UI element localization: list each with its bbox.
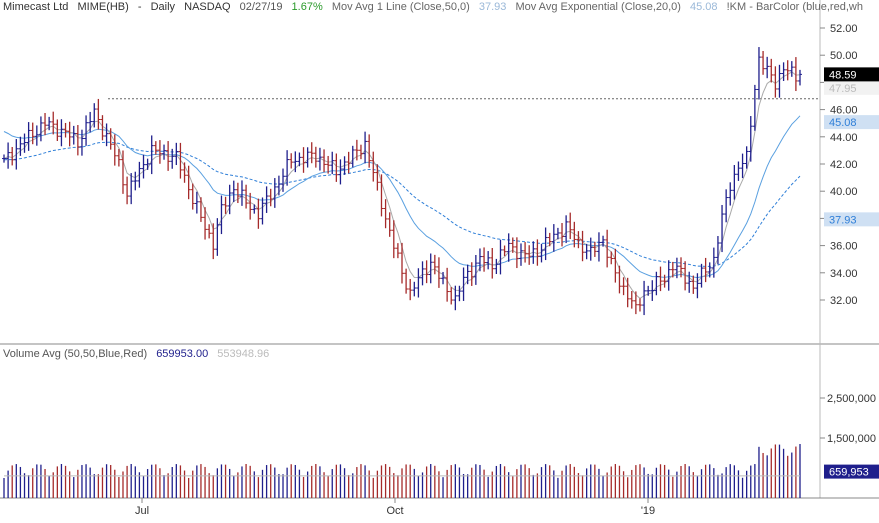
ma-value-tag: 37.93: [829, 214, 857, 226]
indicator-ma-value: 37.93: [478, 1, 507, 13]
indicator-barcolor-label[interactable]: !KM - BarColor (blue,red,wh: [726, 1, 863, 13]
last-price-tag-bg: [824, 67, 879, 82]
price-tick-label: 46.00: [830, 105, 858, 117]
hidden-price-tag: 47.95: [829, 83, 857, 95]
ma-value-tag-bg: [824, 212, 879, 227]
volume-value2: 553948.96: [217, 348, 270, 360]
volume-value1: 659953.00: [156, 348, 209, 360]
price-tick-label: 42.00: [830, 159, 858, 171]
interval-sep: -: [137, 1, 142, 13]
chart-header: Mimecast Ltd MIME(HB) - Daily NASDAQ 02/…: [3, 1, 869, 13]
x-tick-label: Jul: [135, 505, 149, 517]
price-tick-label: 50.00: [830, 50, 858, 62]
exchange: NASDAQ: [184, 1, 231, 13]
volume-tick-label: 1,500,000: [827, 433, 876, 445]
price-tick-label: 34.00: [830, 268, 858, 280]
ema-value-tag-bg: [824, 115, 879, 130]
symbol-name: Mimecast Ltd: [3, 1, 69, 13]
x-tick-label: '19: [641, 505, 655, 517]
change-pct: 1.67%: [291, 1, 323, 13]
volume-header: Volume Avg (50,50,Blue,Red) 659953.00 55…: [3, 348, 275, 360]
interval: Daily: [150, 1, 176, 13]
ticker: MIME(HB): [77, 1, 129, 13]
x-tick-label: Oct: [386, 505, 403, 517]
indicator-ma-label[interactable]: Mov Avg 1 Line (Close,50,0): [331, 1, 470, 13]
last-price-tag: 48.59: [829, 69, 857, 81]
price-tick-label: 44.00: [830, 132, 858, 144]
volume-label[interactable]: Volume Avg (50,50,Blue,Red): [3, 348, 148, 360]
ema20-line: [3, 115, 801, 279]
price-tick-label: 52.00: [830, 23, 858, 35]
price-tick-label: 32.00: [830, 295, 858, 307]
date: 02/27/19: [239, 1, 283, 13]
price-tick-label: 36.00: [830, 241, 858, 253]
ema-value-tag: 45.08: [829, 117, 857, 129]
last-volume-tag: 659,953: [829, 467, 869, 479]
hidden-price-tag-bg: [824, 80, 879, 95]
last-volume-tag-bg: [824, 464, 879, 479]
indicator-ema-label[interactable]: Mov Avg Exponential (Close,20,0): [515, 1, 681, 13]
price-tick-label: 40.00: [830, 186, 858, 198]
ma50-line: [3, 141, 801, 267]
indicator-ema-value: 45.08: [690, 1, 718, 13]
volume-tick-label: 2,500,000: [827, 393, 876, 405]
